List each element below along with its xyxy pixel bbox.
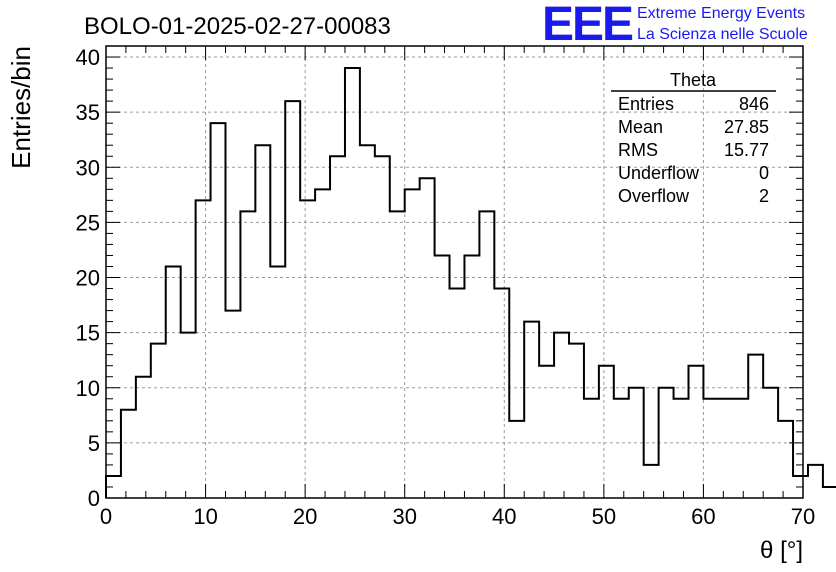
stats-label: Entries (618, 94, 674, 114)
stats-label: Mean (618, 117, 663, 137)
histogram-bin (300, 200, 315, 498)
histogram-bin (718, 399, 733, 498)
histogram-bin (405, 189, 420, 498)
stats-label: RMS (618, 140, 658, 160)
histogram-bin (808, 465, 823, 498)
stats-rows: Entries 846 Mean 27.85 RMS 15.77 Underflow 0 Ove… (618, 94, 769, 206)
histogram-bin (345, 68, 360, 498)
stats-value: 2 (759, 186, 769, 206)
histogram-bin (494, 289, 509, 498)
histogram-line (105, 67, 836, 498)
histogram-bin (569, 344, 584, 498)
histogram-bin (390, 211, 405, 498)
stats-value: 0 (759, 163, 769, 183)
x-tick-label: 30 (392, 504, 416, 529)
stats-box: Theta Entries 846 Mean 27.85 RMS 15.77 Underfl… (611, 70, 776, 206)
histogram-bin (674, 399, 689, 498)
histogram-bin (435, 255, 450, 498)
y-tick-label: 40 (76, 45, 100, 70)
x-tick-label: 0 (100, 504, 112, 529)
logo-line-1: Extreme Energy Events (637, 5, 805, 22)
histogram-bin (136, 377, 151, 498)
histogram-bin (539, 366, 554, 498)
grid-lines (106, 46, 803, 498)
histogram-bin (703, 399, 718, 498)
histogram-bin (748, 355, 763, 498)
eee-logo: EEE Extreme Energy Events La Scienza nel… (542, 0, 808, 51)
x-axis-label: θ [°] (760, 537, 803, 564)
x-tick-labels: 0 10 20 30 40 50 60 70 (100, 504, 815, 529)
histogram-bin (823, 487, 836, 498)
histogram-bin (614, 399, 629, 498)
x-tick-label: 40 (492, 504, 516, 529)
histogram-bin (211, 123, 226, 498)
histogram-bin (330, 156, 345, 498)
plot-frame (105, 45, 804, 499)
histogram-bin (524, 322, 539, 498)
histogram-bin (584, 399, 599, 498)
stats-label: Overflow (618, 186, 690, 206)
y-tick-label: 20 (76, 266, 100, 291)
logo-line-2: La Scienza nelle Scuole (637, 26, 808, 43)
y-tick-label: 0 (88, 486, 100, 511)
histogram-bin (554, 333, 569, 498)
axis-ticks (105, 45, 804, 499)
y-tick-label: 35 (76, 100, 100, 125)
histogram-bin (151, 344, 166, 498)
histogram-bin (644, 465, 659, 498)
y-tick-label: 15 (76, 321, 100, 346)
histogram-bin (121, 410, 136, 498)
x-tick-label: 50 (592, 504, 616, 529)
histogram-bin (464, 255, 479, 498)
y-tick-labels: 0 5 10 15 20 25 30 35 40 (76, 45, 100, 511)
histogram-bin (240, 211, 255, 498)
histogram-bin (270, 266, 285, 498)
y-tick-label: 5 (88, 431, 100, 456)
histogram-bin (166, 266, 181, 498)
stats-value: 27.85 (724, 117, 769, 137)
histogram-bin (360, 145, 375, 498)
histogram-bin (255, 145, 270, 498)
histogram-bin (420, 178, 435, 498)
y-tick-label: 25 (76, 210, 100, 235)
histogram-bin (509, 421, 524, 498)
stats-value: 15.77 (724, 140, 769, 160)
x-tick-label: 60 (691, 504, 715, 529)
histogram-bin (315, 189, 330, 498)
histogram-bin (599, 366, 614, 498)
y-axis-label: Entries/bin (6, 46, 36, 169)
logo-mark: EEE (542, 0, 633, 51)
histogram-bin (181, 333, 196, 498)
chart-title: BOLO-01-2025-02-27-00083 (84, 13, 391, 40)
histogram-bin (778, 421, 793, 498)
histogram-bin (763, 388, 778, 498)
histogram-bin (450, 289, 465, 498)
histogram-bin (479, 211, 494, 498)
x-tick-label: 20 (293, 504, 317, 529)
histogram-bin (375, 156, 390, 498)
stats-label: Underflow (618, 163, 700, 183)
histogram-bin (688, 366, 703, 498)
histogram-bin (733, 399, 748, 498)
x-tick-label: 70 (791, 504, 815, 529)
stats-value: 846 (739, 94, 769, 114)
x-tick-label: 10 (193, 504, 217, 529)
histogram-bin (285, 101, 300, 498)
histogram-bin (196, 200, 211, 498)
stats-title: Theta (670, 70, 717, 90)
histogram-bin (225, 311, 240, 498)
y-tick-label: 10 (76, 376, 100, 401)
y-tick-label: 30 (76, 155, 100, 180)
